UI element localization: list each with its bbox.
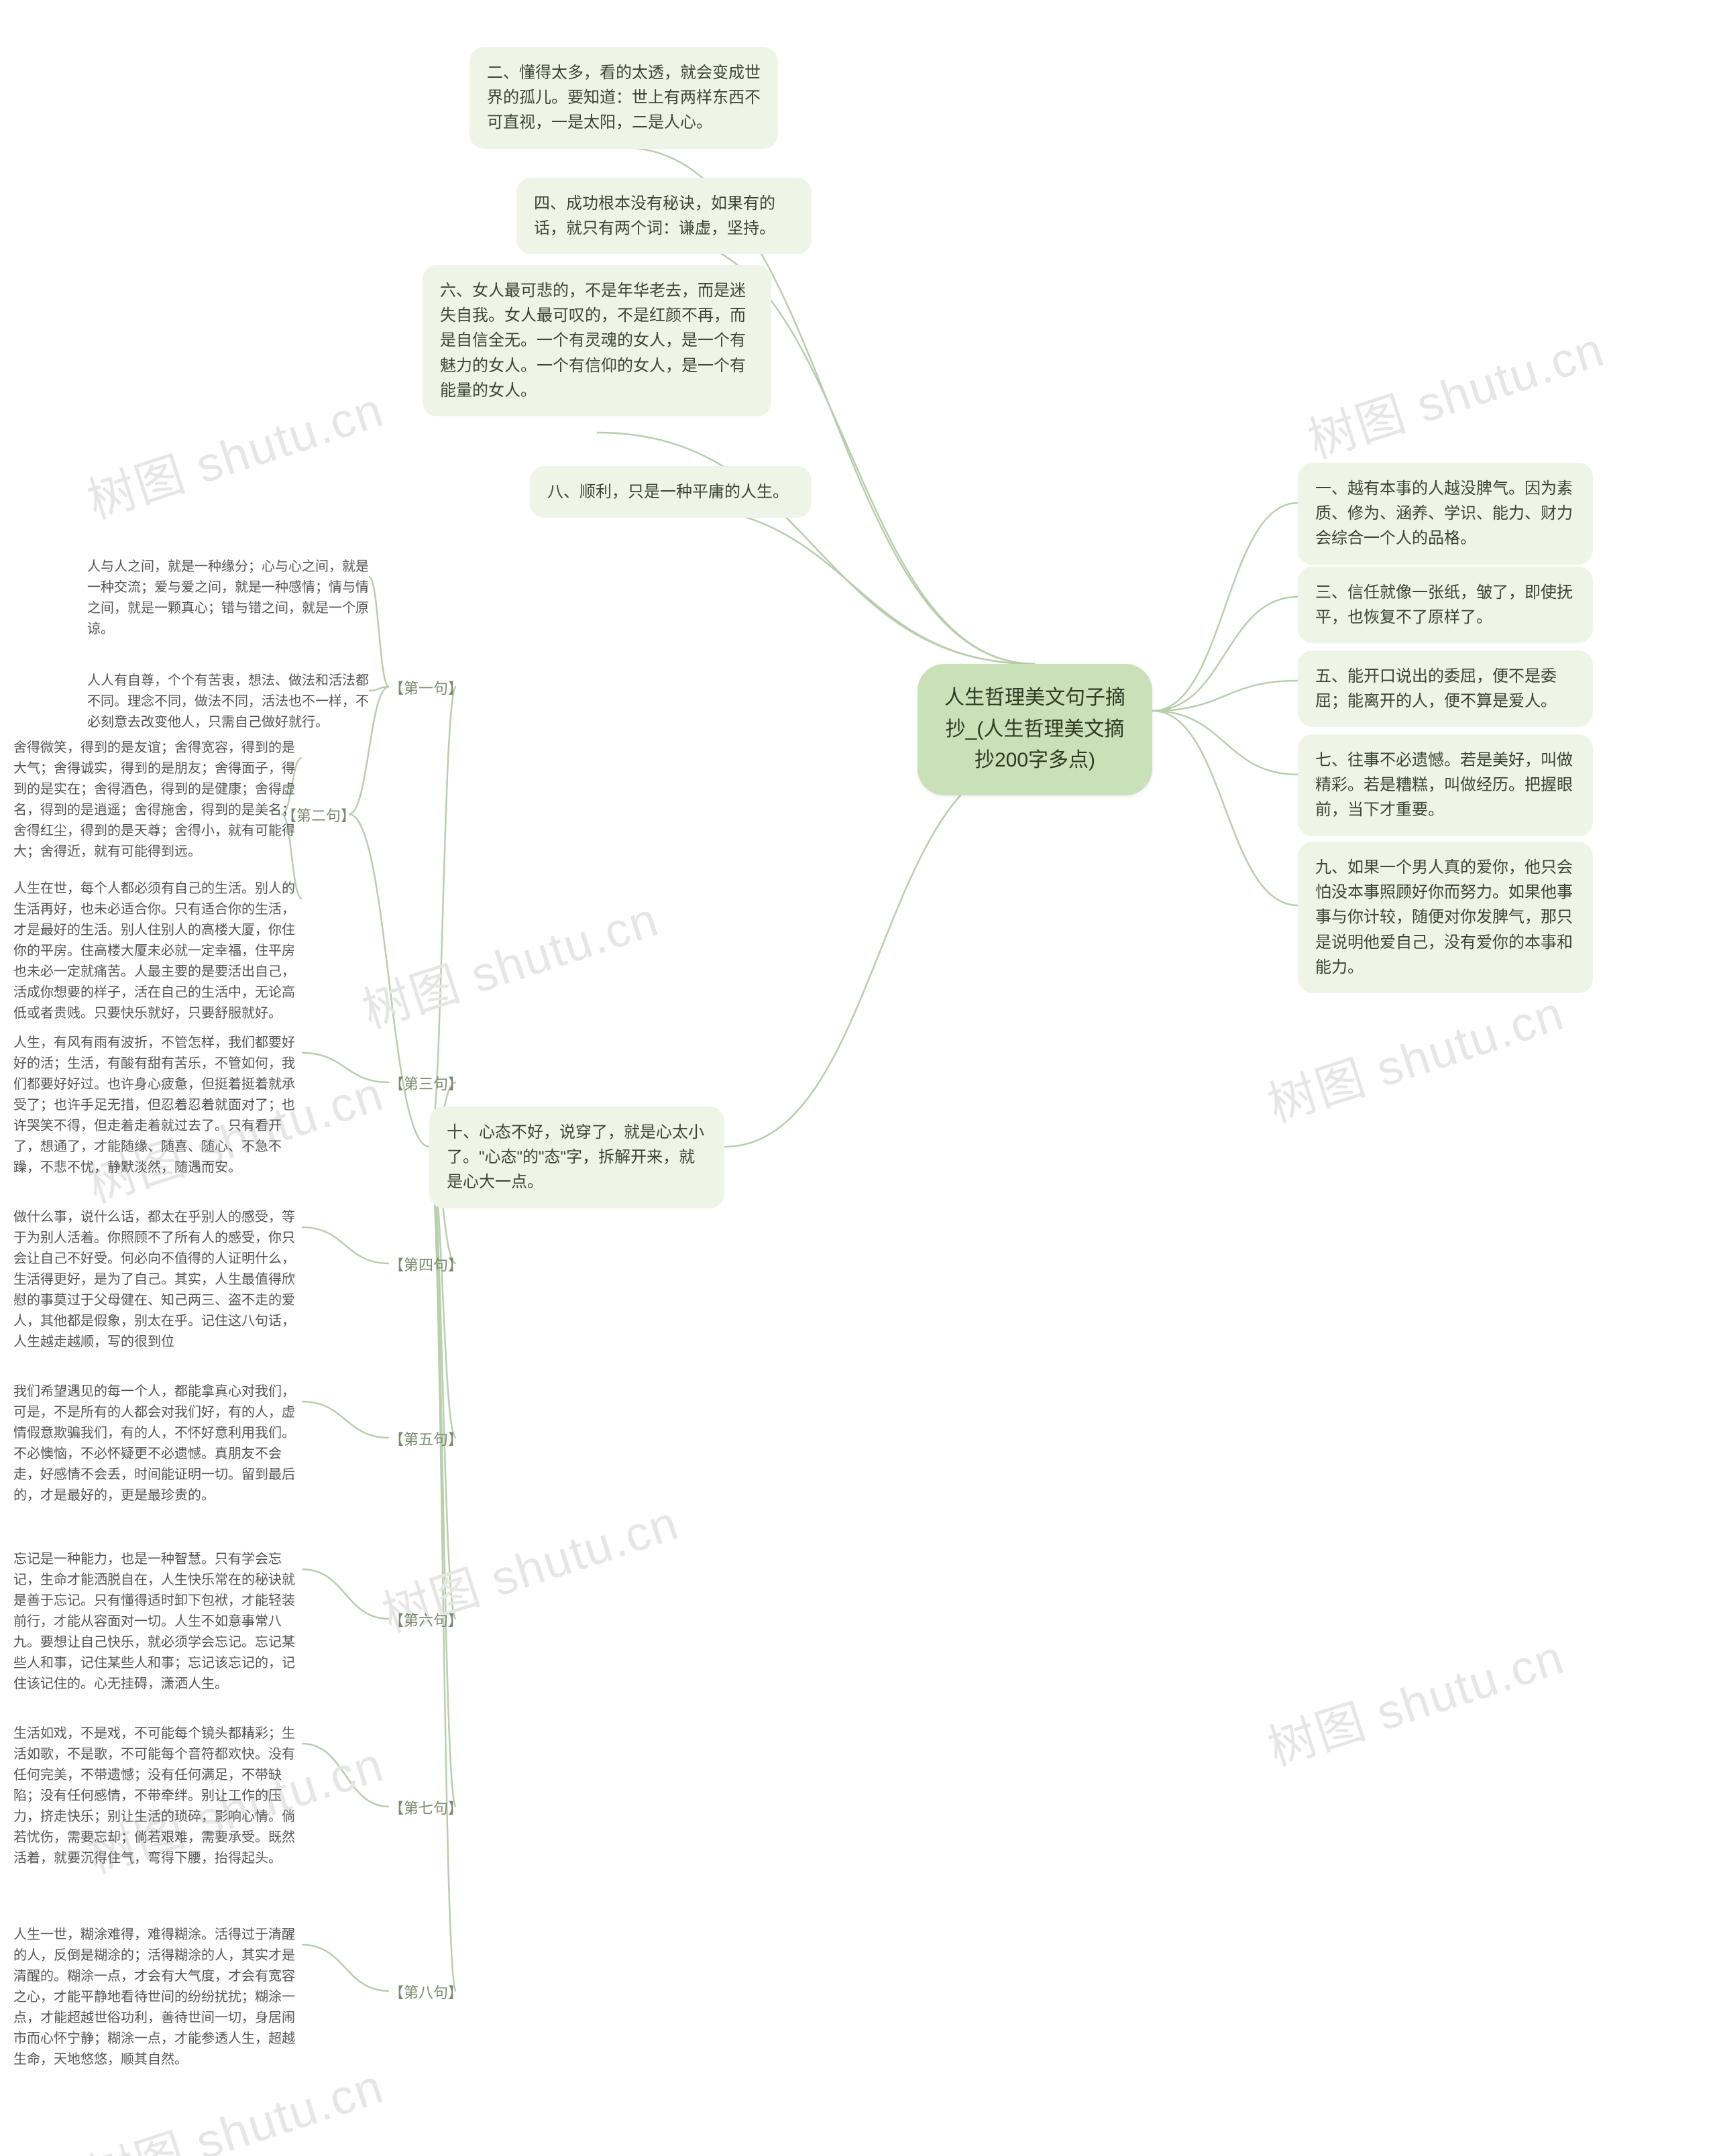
top-branch-1: 四、成功根本没有秘诀，如果有的话，就只有两个词：谦虚，坚持。 <box>516 178 812 254</box>
section-0-para-1: 人人有自尊，个个有苦衷，想法、做法和活法都不同。理念不同，做法不同，活法也不一样… <box>87 671 369 733</box>
section-1-para-0: 舍得微笑，得到的是友谊；舍得宽容，得到的是大气；舍得诚实，得到的是朋友；舍得面子… <box>13 738 302 862</box>
section-7-para-0: 人生一世，糊涂难得，难得糊涂。活得过于清醒的人，反倒是糊涂的；活得糊涂的人，其实… <box>13 1925 302 2070</box>
section-label-4: 【第五句】 <box>389 1428 463 1451</box>
top-branch-3: 八、顺利，只是一种平庸的人生。 <box>530 466 812 518</box>
watermark-6: 树图 shutu.cn <box>1258 1618 1571 1779</box>
section-label-6: 【第七句】 <box>389 1797 463 1820</box>
section-0-para-0: 人与人之间，就是一种缘分；心与心之间，就是一种交流；爱与爱之间，就是一种感情；情… <box>87 557 369 640</box>
right-branch-1: 三、信任就像一张纸，皱了，即使抚平，也恢复不了原样了。 <box>1298 567 1593 643</box>
section-5-para-0: 忘记是一种能力，也是一种智慧。只有学会忘记，生命才能洒脱自在，人生快乐常在的秘诀… <box>13 1549 302 1695</box>
top-branch-2: 六、女人最可悲的，不是年华老去，而是迷失自我。女人最可叹的，不是红颜不再，而是自… <box>423 265 771 416</box>
watermark-3: 树图 shutu.cn <box>1258 974 1571 1135</box>
section-label-7: 【第八句】 <box>389 1982 463 2004</box>
right-branch-2: 五、能开口说出的委屈，便不是委屈；能离开的人，便不算是爱人。 <box>1298 650 1593 727</box>
center-node: 人生哲理美文句子摘抄_(人生哲理美文摘抄200字多点) <box>918 664 1152 795</box>
section-label-3: 【第四句】 <box>389 1254 463 1277</box>
section-label-5: 【第六句】 <box>389 1609 463 1632</box>
section-4-para-0: 我们希望遇见的每一个人，都能拿真心对我们，可是，不是所有的人都会对我们好，有的人… <box>13 1381 302 1506</box>
section-6-para-0: 生活如戏，不是戏，不可能每个镜头都精彩；生活如歌，不是歌，不可能每个音符都欢快。… <box>13 1723 302 1869</box>
watermark-2: 树图 shutu.cn <box>352 880 666 1041</box>
section-3-para-0: 做什么事，说什么话，都太在乎别人的感受，等于为别人活着。你照顾不了所有人的感受，… <box>13 1207 302 1353</box>
right-branch-3: 七、往事不必遗憾。若是美好，叫做精彩。若是糟糕，叫做经历。把握眼前，当下才重要。 <box>1298 734 1593 836</box>
section-2-para-0: 人生，有风有雨有波折，不管怎样，我们都要好好的活；生活，有酸有甜有苦乐，不管如何… <box>13 1033 302 1178</box>
right-branch-0: 一、越有本事的人越没脾气。因为素质、修为、涵养、学识、能力、财力会综合一个人的品… <box>1298 463 1593 565</box>
section-label-0: 【第一句】 <box>389 677 463 700</box>
right-branch-4: 九、如果一个男人真的爱你，他只会怕没本事照顾好你而努力。如果他事事与你计较，随便… <box>1298 842 1593 993</box>
bottom-branch-0: 十、心态不好，说穿了，就是心太小了。"心态"的"态"字，拆解开来，就是心大一点。 <box>429 1107 724 1208</box>
watermark-1: 树图 shutu.cn <box>1298 310 1612 471</box>
section-1-para-1: 人生在世，每个人都必须有自己的生活。别人的生活再好，也未必适合你。只有适合你的生… <box>13 878 302 1024</box>
watermark-0: 树图 shutu.cn <box>77 370 391 532</box>
top-branch-0: 二、懂得太多，看的太透，就会变成世界的孤儿。要知道：世上有两样东西不可直视，一是… <box>469 47 778 149</box>
section-label-2: 【第三句】 <box>389 1073 463 1096</box>
